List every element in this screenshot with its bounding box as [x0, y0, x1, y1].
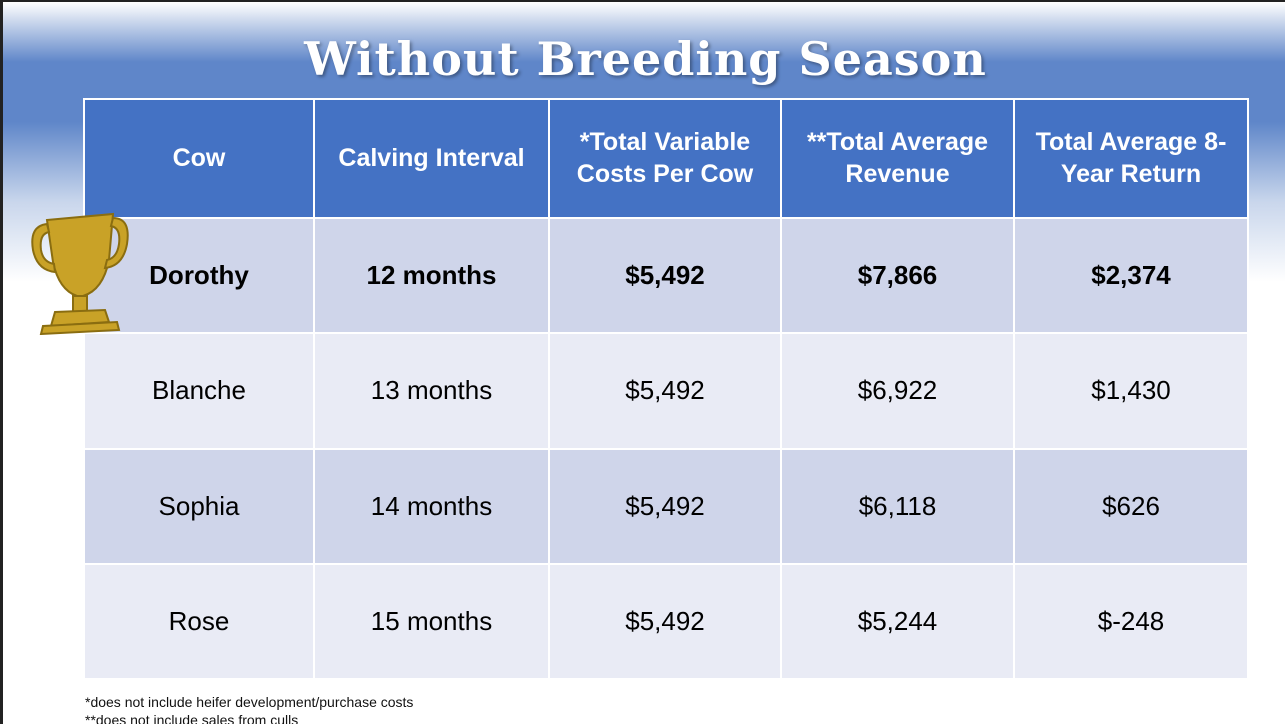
table-cell: $1,430 — [1013, 332, 1249, 450]
table-cell: 15 months — [313, 562, 550, 681]
table-cell: $6,922 — [780, 332, 1015, 450]
header-cell: *Total Variable Costs Per Cow — [548, 98, 782, 219]
slide-title: Without Breeding Season — [304, 32, 987, 86]
table-row: Sophia 14 months $5,492 $6,118 $626 — [83, 447, 1249, 565]
table-cell: $-248 — [1013, 562, 1249, 681]
table-cell: $5,492 — [548, 447, 782, 565]
table-row: Blanche 13 months $5,492 $6,922 $1,430 — [83, 332, 1249, 450]
trophy-icon — [31, 212, 129, 335]
header-cell: Calving Interval — [313, 98, 550, 219]
header-cell: Total Average 8-Year Return — [1013, 98, 1249, 219]
table-cell: $5,492 — [548, 216, 782, 335]
table-cell: $2,374 — [1013, 216, 1249, 335]
header-cell: Cow — [83, 98, 315, 219]
table-cell: $6,118 — [780, 447, 1015, 565]
table-cell: $5,244 — [780, 562, 1015, 681]
table-cell: 12 months — [313, 216, 550, 335]
table-cell: 13 months — [313, 332, 550, 450]
table-cell: 14 months — [313, 447, 550, 565]
header-row: Cow Calving Interval *Total Variable Costs… — [83, 98, 1249, 219]
table-row: Rose 15 months $5,492 $5,244 $-248 — [83, 562, 1249, 681]
table-cell: $5,492 — [548, 562, 782, 681]
footnote: **does not include sales from culls — [85, 712, 299, 724]
table-cell: Sophia — [83, 447, 315, 565]
table-cell: $7,866 — [780, 216, 1015, 335]
table-cell: Rose — [83, 562, 315, 681]
header-cell: **Total Average Revenue — [780, 98, 1015, 219]
table-cell: $5,492 — [548, 332, 782, 450]
data-table: Cow Calving Interval *Total Variable Costs… — [83, 98, 1249, 681]
table-cell: $626 — [1013, 447, 1249, 565]
table-body: Dorothy 12 months $5,492 $7,866 $2,374 Blanch… — [83, 216, 1249, 681]
table-cell: Blanche — [83, 332, 315, 450]
footnote: *does not include heifer development/pur… — [85, 694, 414, 710]
table-row: Dorothy 12 months $5,492 $7,866 $2,374 — [83, 216, 1249, 335]
